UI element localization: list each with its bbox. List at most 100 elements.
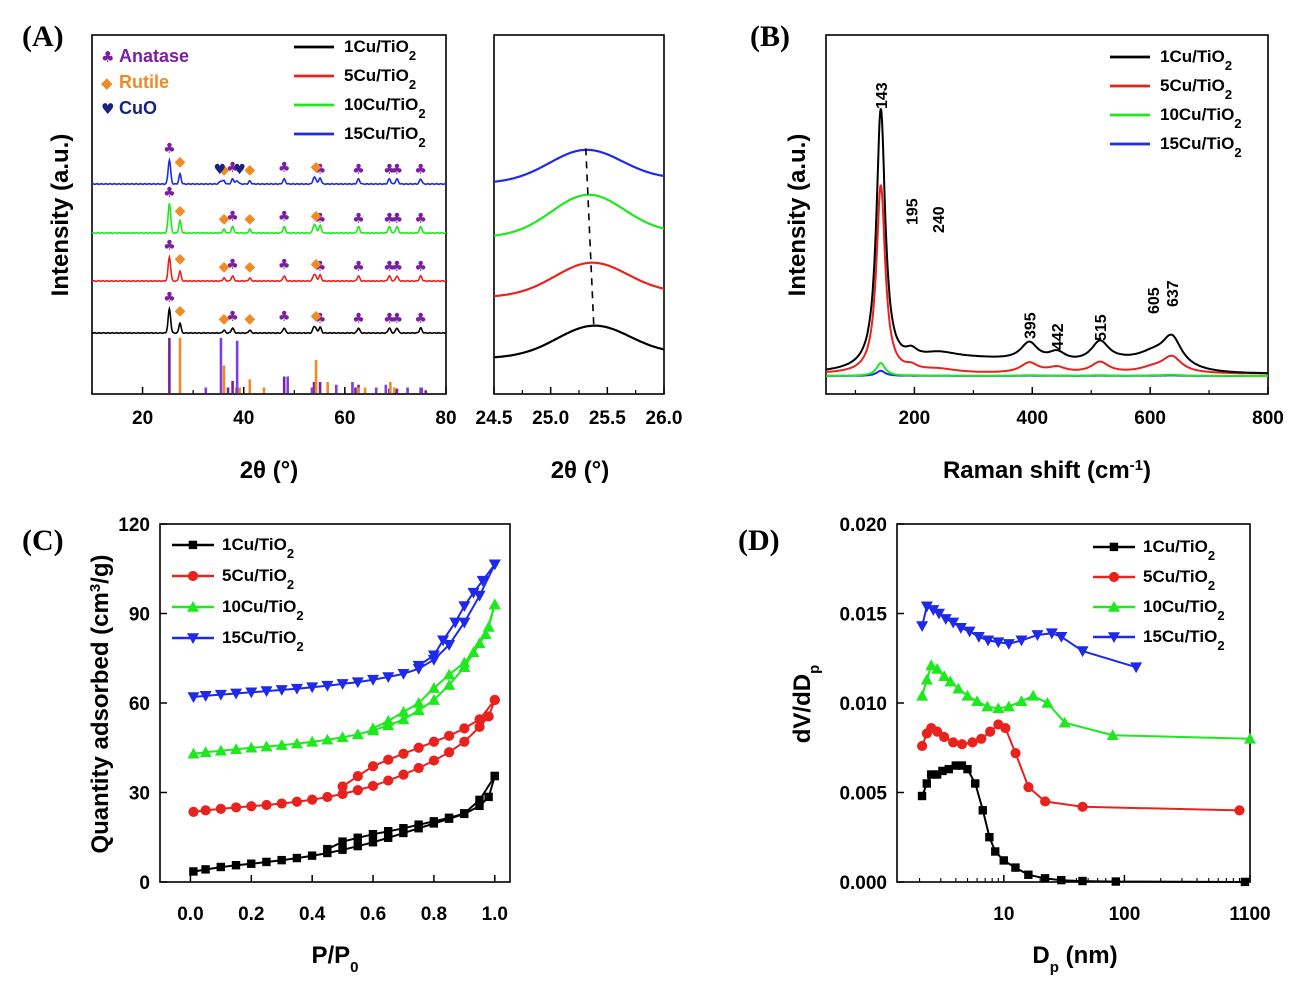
panel-c-adsorption-line-1 xyxy=(193,699,496,813)
panel-c-point xyxy=(397,713,410,725)
panel-c-point xyxy=(230,802,242,813)
panel-d-xlabel-base: D xyxy=(1032,942,1049,969)
panel-c-point xyxy=(429,817,439,826)
panel-c-point xyxy=(216,862,225,872)
panel-c-point xyxy=(351,677,364,689)
panel-c-point xyxy=(397,668,410,680)
panel-a2-xtick-label: 24.5 xyxy=(476,408,513,429)
panel-d-xtick-label: 100 xyxy=(1109,904,1141,925)
panel-d-point xyxy=(1057,875,1066,885)
panel-c-point xyxy=(488,559,501,571)
panel-c-isotherm: (C)0.0 0.2 0.4 0.6 0.8 1.00306090120P/P0Quant… xyxy=(22,515,511,976)
panel-c-legend-label-base: 15Cu/TiO xyxy=(222,628,296,647)
panel-c-legend-marker xyxy=(187,570,199,582)
panel-d-point xyxy=(963,626,976,638)
panel-c-point xyxy=(338,845,347,854)
panel-d-point xyxy=(938,766,947,776)
panel-d-point xyxy=(991,847,1000,856)
panel-d-point xyxy=(1023,782,1034,793)
panel-d-point xyxy=(938,670,951,681)
panel-c-point xyxy=(412,704,425,716)
panel-a-anatase-marker: ♣ xyxy=(226,257,239,273)
panel-b-xlabel-end: ) xyxy=(1143,457,1151,484)
panel-d-point xyxy=(1240,877,1250,887)
panel-d-point xyxy=(916,689,929,701)
panel-d-point xyxy=(922,779,931,788)
panel-c-point xyxy=(367,780,379,792)
panel-c-point xyxy=(367,722,380,734)
panel-c-point xyxy=(475,801,484,811)
panel-c-point xyxy=(383,826,393,836)
panel-b-xlabel-sup: -1 xyxy=(1130,457,1143,474)
panel-c-desorption-line-0 xyxy=(326,775,496,851)
panel-a-rutile-marker: ◆ xyxy=(219,162,230,178)
panel-d-point xyxy=(1041,697,1054,708)
panel-c-point xyxy=(443,668,456,680)
panel-b-legend-label-base: 5Cu/TiO xyxy=(1160,76,1225,95)
panel-d-point xyxy=(1055,631,1068,643)
panel-a-series-2 xyxy=(91,203,447,235)
panel-a-anatase-marker: ♣ xyxy=(383,259,396,275)
panel-b-xtick-label: 800 xyxy=(1252,408,1284,429)
panel-d-point xyxy=(1000,722,1011,734)
panel-c-point xyxy=(337,788,348,800)
panel-d-point xyxy=(925,659,938,671)
panel-a-anatase-marker: ♣ xyxy=(163,290,176,306)
panel-d-xlabel-sub: p xyxy=(1050,959,1059,976)
panel-c-point xyxy=(383,775,394,786)
panel-a-rutile-marker: ◆ xyxy=(244,259,255,275)
panel-a-rutile-marker: ◆ xyxy=(311,308,322,324)
panel-d-legend-label-sub: 2 xyxy=(1217,608,1224,623)
panel-c-point xyxy=(322,791,333,803)
panel-c-point xyxy=(427,694,440,705)
panel-d-point xyxy=(992,702,1005,714)
panel-c-ytick-label: 60 xyxy=(129,694,150,715)
panel-c-point xyxy=(290,737,303,749)
panel-a-rutile-marker: ◆ xyxy=(311,256,322,272)
panel-a2-xtick-label: 25.5 xyxy=(589,408,626,429)
panel-c-legend-label-base: 1Cu/TiO xyxy=(222,535,287,554)
panel-c-point xyxy=(449,617,462,629)
panel-c-point xyxy=(489,694,500,706)
panel-d-legend-marker xyxy=(1108,601,1120,612)
panel-b-ylabel: Intensity (a.u.) xyxy=(784,134,811,297)
panel-d-legend-marker xyxy=(1109,542,1119,552)
panel-c-point xyxy=(275,685,288,696)
panel-d-point xyxy=(932,726,943,737)
panel-a-anatase-marker: ♣ xyxy=(226,209,239,225)
panel-c-point xyxy=(460,809,469,818)
panel-c-point xyxy=(367,761,379,772)
panel-d-point xyxy=(1130,662,1143,674)
panel-d-point xyxy=(1058,716,1071,728)
panel-c-point xyxy=(352,785,363,796)
panel-c-point xyxy=(260,740,273,752)
panel-a-rutile-marker: ◆ xyxy=(244,311,255,327)
panel-d-point xyxy=(1031,630,1044,641)
panel-d-xlabel: Dp (nm) xyxy=(1032,942,1117,976)
panel-c-point xyxy=(214,744,227,756)
panel-a-anatase-marker: ♣ xyxy=(391,162,404,178)
panel-a2-series-0 xyxy=(493,324,665,359)
panel-c-point xyxy=(428,736,440,747)
panel-c-xtick-label: 0.4 xyxy=(299,904,326,925)
panel-c-point xyxy=(247,859,256,868)
panel-a-anatase-marker: ♣ xyxy=(391,259,404,275)
panel-d-point xyxy=(1078,876,1087,886)
panel-d-legend-label-base: 1Cu/TiO xyxy=(1143,537,1208,556)
panel-c-point xyxy=(413,762,424,774)
panel-a-rutile-marker: ◆ xyxy=(311,159,322,175)
panel-a-legend-label-base: 5Cu/TiO xyxy=(344,66,409,85)
panel-a-frame xyxy=(91,34,447,395)
panel-a-anatase-marker: ♣ xyxy=(414,311,427,327)
panel-b-peak-label: 442 xyxy=(1050,323,1067,350)
panel-c-point xyxy=(368,838,378,847)
panel-d-ytick-label: 0.000 xyxy=(839,873,887,894)
panel-d-point xyxy=(951,761,960,770)
panel-c-point xyxy=(199,691,212,702)
panel-c-xlabel: P/P0 xyxy=(311,942,358,976)
panel-c-point xyxy=(444,747,455,758)
panel-c-point xyxy=(398,769,409,780)
panel-a2-xlabel: 2θ (°) xyxy=(551,457,610,484)
panel-c-point xyxy=(383,833,393,842)
panel-d-point xyxy=(976,733,987,744)
